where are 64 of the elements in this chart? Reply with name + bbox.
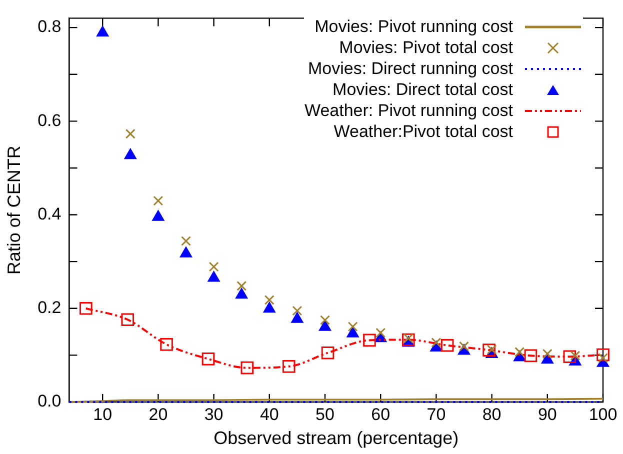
x-tick-label: 70 bbox=[426, 404, 446, 424]
point bbox=[181, 236, 191, 246]
legend-label: Weather: Pivot running cost bbox=[304, 100, 513, 121]
x-tick-label: 60 bbox=[371, 404, 390, 424]
y-tick-label: 0.4 bbox=[38, 204, 62, 224]
point bbox=[402, 333, 415, 346]
point bbox=[152, 210, 164, 221]
x-tick-label: 90 bbox=[538, 404, 557, 424]
point bbox=[403, 333, 414, 344]
point bbox=[570, 350, 580, 361]
point bbox=[376, 328, 386, 338]
legend-label: Movies: Pivot running cost bbox=[314, 16, 513, 37]
point bbox=[542, 348, 552, 359]
x-tick-label: 10 bbox=[93, 404, 112, 424]
point bbox=[363, 334, 376, 347]
legend-label: Weather:Pivot total cost bbox=[334, 121, 513, 142]
y-tick-label: 0.6 bbox=[38, 110, 62, 130]
point bbox=[514, 346, 525, 357]
point bbox=[240, 361, 254, 374]
x-tick-label: 30 bbox=[204, 404, 224, 424]
point bbox=[482, 344, 496, 356]
x-tick-label: 80 bbox=[482, 404, 502, 424]
y-tick-label: 0.8 bbox=[38, 17, 62, 36]
point bbox=[292, 306, 302, 316]
point bbox=[202, 352, 215, 366]
point bbox=[440, 338, 454, 352]
point bbox=[121, 313, 134, 326]
point bbox=[524, 349, 538, 362]
point bbox=[291, 312, 304, 323]
point bbox=[282, 360, 296, 373]
point bbox=[180, 246, 192, 258]
point bbox=[319, 320, 331, 331]
y-axis-title: Ratio of CENTR bbox=[4, 146, 24, 275]
y-tick-label: 0.0 bbox=[38, 392, 62, 411]
legend-label: Movies: Pivot total cost bbox=[339, 37, 513, 58]
point bbox=[80, 302, 92, 315]
point bbox=[486, 344, 497, 355]
point bbox=[125, 128, 136, 139]
x-tick-label: 40 bbox=[260, 404, 279, 424]
point bbox=[459, 341, 469, 352]
point bbox=[264, 294, 274, 305]
x-axis-title: Observed stream (percentage) bbox=[214, 428, 459, 448]
point bbox=[96, 26, 109, 36]
point bbox=[236, 280, 247, 291]
y-tick-label: 0.2 bbox=[38, 298, 62, 318]
legend-label: Movies: Direct total cost bbox=[332, 79, 513, 100]
point bbox=[346, 326, 359, 338]
point bbox=[208, 271, 220, 282]
point bbox=[153, 196, 164, 206]
point bbox=[348, 322, 358, 332]
point bbox=[160, 338, 173, 351]
point bbox=[263, 302, 276, 313]
x-tick-label: 50 bbox=[316, 404, 334, 424]
point bbox=[320, 315, 330, 326]
point bbox=[563, 350, 576, 364]
x-tick-label: 100 bbox=[588, 404, 618, 424]
point bbox=[124, 148, 136, 160]
legend-label: Movies: Direct running cost bbox=[308, 58, 513, 79]
x-tick-label: 20 bbox=[148, 404, 168, 424]
point bbox=[431, 338, 442, 348]
point bbox=[236, 288, 248, 299]
point bbox=[321, 346, 334, 360]
point bbox=[596, 348, 610, 362]
point bbox=[208, 262, 219, 272]
